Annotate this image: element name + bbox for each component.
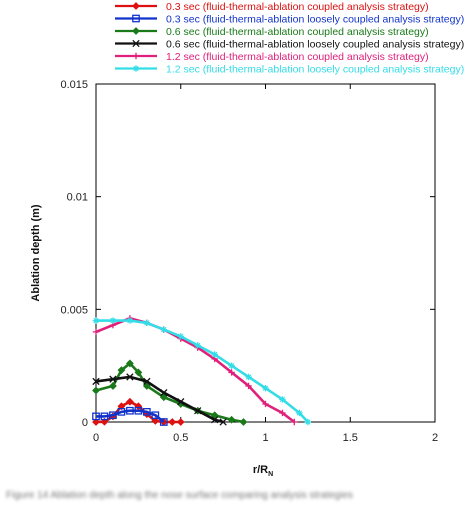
- data-point: [92, 377, 100, 386]
- y-tick-label: 0.01: [67, 192, 88, 204]
- data-point: [160, 389, 168, 397]
- data-point: [159, 418, 168, 426]
- data-point: [117, 402, 126, 411]
- data-point: [177, 398, 185, 406]
- series-1: [92, 406, 168, 426]
- data-point: [211, 351, 218, 358]
- axis-ticks: 0 0.5 1 1.5 2 0 0.005 0.01 0.015: [60, 79, 438, 444]
- data-point: [245, 373, 252, 381]
- data-point: [125, 359, 134, 368]
- data-point: [109, 375, 117, 383]
- data-point: [279, 396, 286, 403]
- figure-caption: Figure 14 Ablation depth along the nose …: [6, 490, 353, 501]
- data-point: [143, 377, 151, 386]
- data-point: [279, 409, 286, 417]
- data-point: [262, 385, 269, 392]
- legend-marker: [132, 65, 140, 72]
- y-tick-label: 0.005: [60, 304, 88, 316]
- data-point: [109, 411, 117, 420]
- data-point: [159, 393, 168, 402]
- data-point: [219, 418, 227, 426]
- plot-area-frame: [95, 83, 436, 423]
- data-point: [228, 369, 235, 376]
- legend-label: 0.3 sec (fluid-thermal-ablation coupled …: [166, 1, 429, 13]
- ablation-depth-chart: 0.3 sec (fluid-thermal-ablation coupled …: [30, 1, 464, 478]
- legend-marker: [132, 39, 140, 48]
- legend-item: 0.6 sec (fluid-thermal-ablation coupled …: [115, 26, 429, 38]
- data-point: [296, 409, 303, 417]
- data-point: [92, 412, 100, 421]
- legend-label: 0.3 sec (fluid-thermal-ablation loosely …: [166, 14, 464, 26]
- x-tick-label: 1: [262, 432, 268, 444]
- x-axis-label-main: r/R: [253, 464, 268, 476]
- data-point: [126, 317, 134, 324]
- legend-item: 1.2 sec (fluid-thermal-ablation loosely …: [115, 64, 464, 76]
- data-point: [210, 416, 219, 424]
- legend-label: 0.6 sec (fluid-thermal-ablation loosely …: [166, 39, 464, 51]
- data-point: [143, 319, 151, 327]
- data-point: [168, 418, 177, 426]
- legend-item: 0.3 sec (fluid-thermal-ablation loosely …: [115, 14, 464, 26]
- series-5: [92, 317, 312, 426]
- y-tick-label: 0: [82, 417, 88, 429]
- x-tick-label: 0: [93, 432, 99, 444]
- data-point: [160, 326, 167, 333]
- data-point: [194, 342, 201, 349]
- data-point: [142, 408, 151, 416]
- data-point: [239, 418, 248, 426]
- legend-item: 0.6 sec (fluid-thermal-ablation loosely …: [115, 39, 464, 51]
- data-point: [142, 382, 151, 390]
- data-point: [262, 400, 269, 408]
- x-axis-label: r/RN: [253, 464, 273, 478]
- data-point: [245, 382, 252, 390]
- data-point: [228, 362, 235, 369]
- x-tick-label: 1.5: [343, 432, 358, 444]
- series-line: [96, 319, 309, 423]
- series-line: [95, 316, 296, 424]
- data-point: [117, 366, 126, 375]
- data-point: [92, 386, 100, 395]
- data-point: [177, 333, 184, 340]
- data-point: [151, 411, 160, 420]
- data-point: [125, 397, 134, 406]
- data-point: [92, 317, 100, 324]
- data-point: [176, 418, 185, 426]
- legend-marker: [132, 2, 140, 10]
- y-tick-label: 0.015: [60, 79, 88, 91]
- x-tick-label: 0.5: [173, 432, 188, 444]
- y-axis-label: Ablation depth (m): [30, 204, 42, 301]
- legend: 0.3 sec (fluid-thermal-ablation coupled …: [115, 1, 464, 76]
- data-point: [304, 418, 312, 426]
- data-point: [100, 412, 109, 421]
- legend-marker: [132, 14, 140, 23]
- data-point: [291, 418, 298, 426]
- data-point: [126, 373, 134, 381]
- data-point: [134, 406, 143, 415]
- legend-marker: [132, 27, 140, 35]
- data-point: [109, 317, 117, 324]
- data-point: [117, 408, 126, 416]
- legend-label: 1.2 sec (fluid-thermal-ablation coupled …: [166, 51, 429, 63]
- data-point: [126, 406, 134, 415]
- series-layer: [92, 315, 312, 426]
- series-3: [92, 373, 227, 426]
- x-tick-label: 2: [432, 432, 438, 444]
- x-axis-label-subscript: N: [268, 471, 273, 478]
- data-point: [92, 328, 100, 336]
- data-point: [227, 415, 236, 424]
- legend-item: 1.2 sec (fluid-thermal-ablation coupled …: [115, 51, 429, 63]
- data-point: [194, 407, 202, 415]
- legend-item: 0.3 sec (fluid-thermal-ablation coupled …: [115, 1, 429, 13]
- legend-label: 1.2 sec (fluid-thermal-ablation loosely …: [166, 64, 464, 76]
- legend-marker: [132, 52, 140, 60]
- data-point: [151, 416, 160, 425]
- data-point: [92, 418, 100, 426]
- data-point: [109, 382, 117, 390]
- legend-label: 0.6 sec (fluid-thermal-ablation coupled …: [166, 26, 429, 38]
- data-point: [134, 368, 143, 377]
